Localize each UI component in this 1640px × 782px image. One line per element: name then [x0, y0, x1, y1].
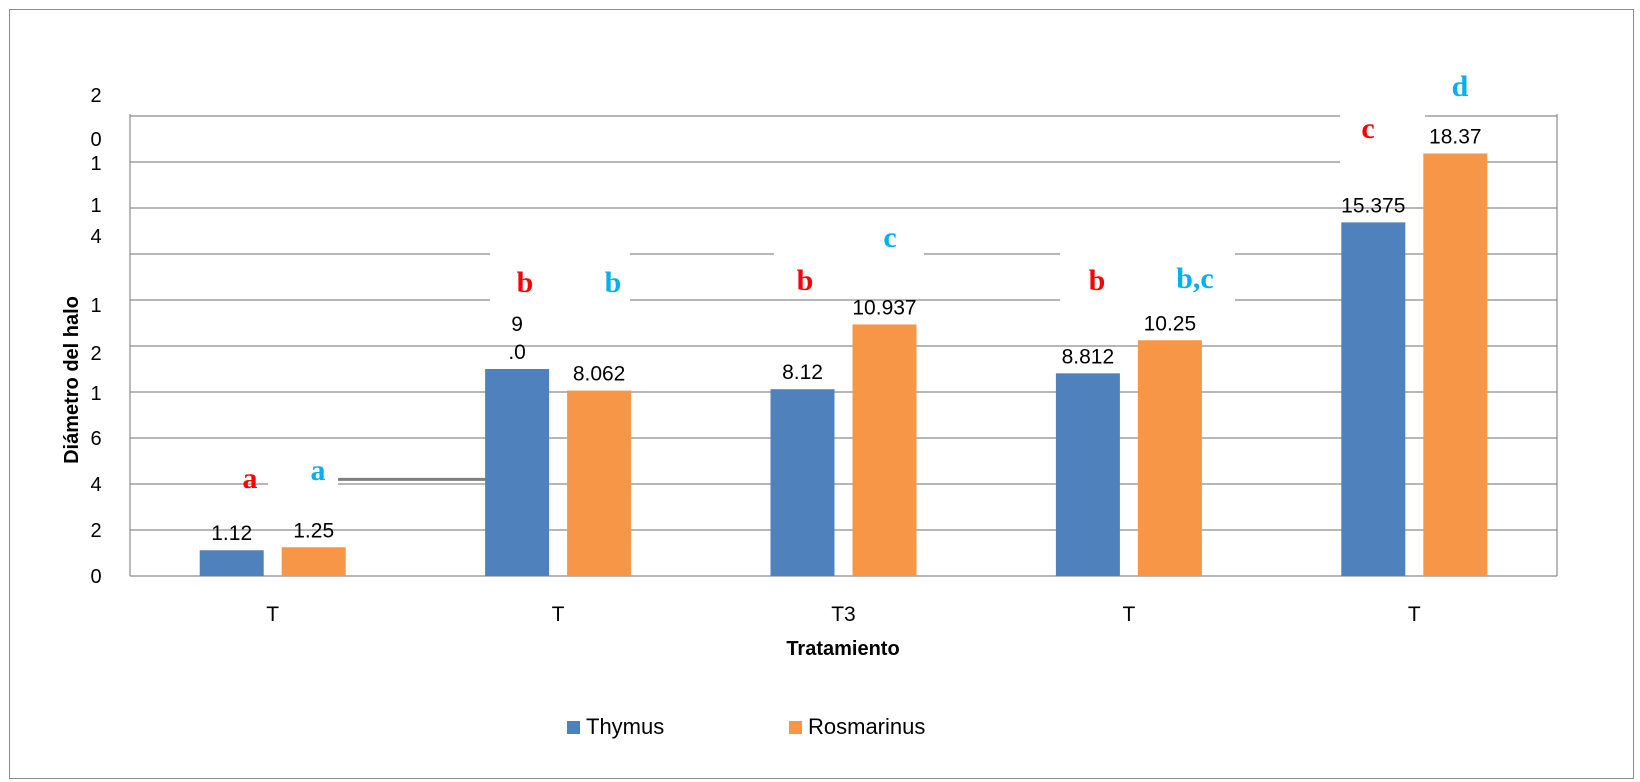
- x-tick-label: T: [552, 603, 565, 626]
- y-tick-label: 1: [90, 383, 101, 405]
- bar-thymus: [199, 550, 264, 576]
- significance-letter: b: [605, 266, 622, 299]
- annotation-mask: [490, 248, 630, 308]
- data-label: 1.25: [293, 519, 334, 542]
- data-label: 10.937: [852, 296, 916, 319]
- data-label: 8.12: [782, 361, 823, 384]
- significance-letter: c: [883, 221, 896, 254]
- y-tick-label: 4: [90, 226, 101, 248]
- y-tick-label: 0: [90, 129, 101, 151]
- significance-letter: b: [797, 264, 814, 297]
- y-tick-label: 0: [90, 566, 101, 588]
- significance-letter: d: [1452, 70, 1469, 103]
- data-label: 15.375: [1341, 194, 1405, 217]
- bar-chart: 1.12 9.0 8.12 8.812 15.375 1.25 8.062 10.937 10.…: [61, 70, 1558, 660]
- significance-letter: b,c: [1176, 262, 1214, 295]
- annotation-mask: [1340, 105, 1425, 165]
- bar-rosmarinus: [567, 390, 632, 576]
- y-tick-label: 2: [90, 520, 101, 542]
- bar-rosmarinus: [1423, 153, 1488, 577]
- y-tick-label: 1: [90, 153, 101, 175]
- gridlines: [129, 114, 1558, 577]
- data-label: 8.812: [1062, 345, 1115, 368]
- x-axis-title: Tratamiento: [786, 638, 899, 660]
- bar-thymus: [485, 369, 550, 576]
- bar-thymus: [770, 389, 835, 576]
- data-label: 18.37: [1429, 125, 1482, 148]
- annotation-mask: [774, 220, 924, 290]
- y-tick-label: 6: [90, 428, 101, 450]
- significance-letter: a: [311, 454, 326, 487]
- y-tick-label: 1: [90, 295, 101, 317]
- annotation-mask: [268, 445, 338, 495]
- data-label: 9.0: [508, 313, 526, 364]
- legend-label-thymus: Thymus: [586, 714, 665, 739]
- legend-swatch-thymus: [567, 720, 580, 734]
- bar-thymus: [1341, 222, 1406, 576]
- y-tick-label: 2: [90, 343, 101, 365]
- data-label: 1.12: [211, 522, 252, 545]
- data-label: 10.25: [1144, 312, 1197, 335]
- y-tick-label: 4: [90, 474, 101, 496]
- chart-frame: 1.12 9.0 8.12 8.812 15.375 1.25 8.062 10.937 10.…: [9, 9, 1634, 779]
- bar-rosmarinus: [1137, 340, 1202, 576]
- x-tick-label: T: [1122, 603, 1135, 626]
- significance-letters: a b b b c a b c b,c d: [243, 70, 1469, 495]
- significance-letter: b: [1089, 264, 1106, 297]
- data-label: 8.062: [573, 363, 626, 386]
- legend-label-rosmarinus: Rosmarinus: [808, 714, 926, 739]
- x-tick-label: T3: [831, 603, 856, 626]
- x-axis-ticks: T T T3 T T: [266, 603, 1421, 626]
- legend-item-rosmarinus: Rosmarinus: [789, 714, 925, 740]
- y-tick-label: 1: [90, 195, 101, 217]
- bar-thymus: [1055, 373, 1120, 576]
- x-tick-label: T: [266, 603, 279, 626]
- bar-rosmarinus: [281, 547, 346, 576]
- significance-letter: a: [243, 462, 258, 495]
- y-tick-label: 2: [90, 85, 101, 107]
- legend-swatch-rosmarinus: [789, 720, 802, 734]
- data-labels: 1.12 9.0 8.12 8.812 15.375 1.25 8.062 10.937 10.…: [211, 125, 1481, 545]
- significance-letter: c: [1361, 112, 1374, 145]
- annotation-mask: [1060, 248, 1235, 303]
- significance-letter: b: [517, 266, 534, 299]
- x-tick-label: T: [1408, 603, 1421, 626]
- y-axis-title: Diámetro del halo: [61, 296, 83, 464]
- bars: [199, 153, 1488, 577]
- annotation-backgrounds: [268, 105, 1425, 495]
- legend-item-thymus: Thymus: [567, 714, 664, 740]
- bar-rosmarinus: [852, 324, 917, 576]
